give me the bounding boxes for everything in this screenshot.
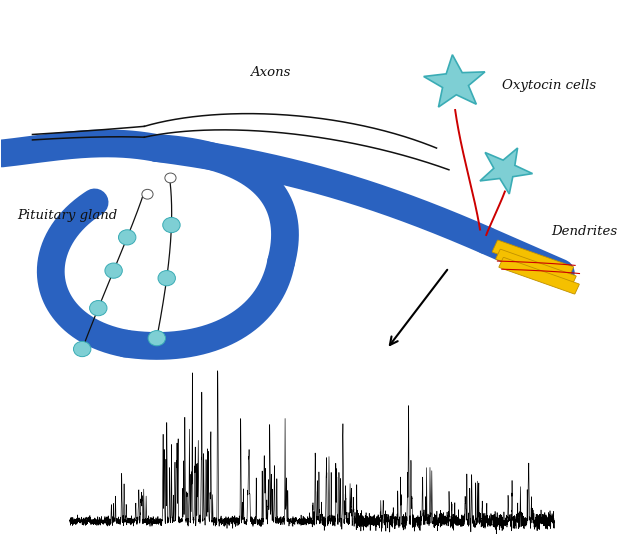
Circle shape	[163, 217, 180, 233]
FancyBboxPatch shape	[496, 249, 576, 286]
Circle shape	[89, 300, 107, 316]
Circle shape	[158, 271, 176, 286]
Circle shape	[74, 341, 91, 357]
Polygon shape	[480, 148, 533, 194]
Circle shape	[165, 173, 176, 183]
Circle shape	[148, 330, 165, 346]
Text: Dendrites: Dendrites	[552, 225, 618, 238]
Text: Pituitary gland: Pituitary gland	[17, 209, 117, 222]
Circle shape	[142, 189, 153, 199]
FancyBboxPatch shape	[492, 240, 574, 279]
Circle shape	[105, 263, 122, 278]
FancyBboxPatch shape	[499, 257, 579, 294]
Text: Oxytocin cells: Oxytocin cells	[501, 79, 596, 92]
Circle shape	[119, 230, 136, 245]
Text: Axons: Axons	[250, 67, 290, 79]
Polygon shape	[424, 55, 485, 107]
